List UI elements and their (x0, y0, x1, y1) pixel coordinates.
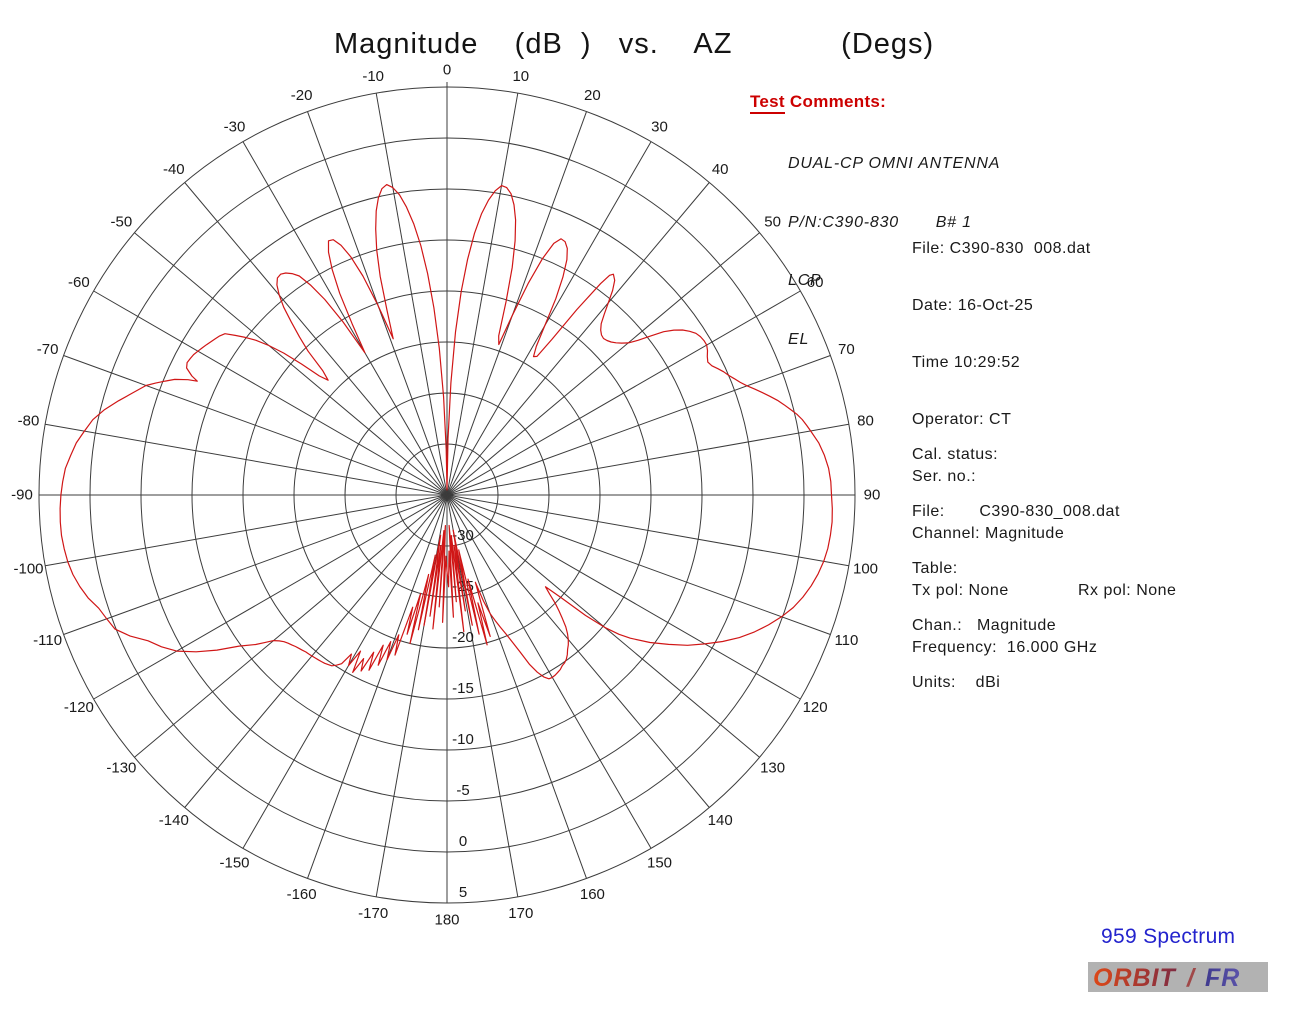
svg-text:-10: -10 (362, 68, 384, 85)
info-line-serial: Ser. no.: (912, 468, 977, 485)
test-comment-line: P/N:C390-830 B# 1 (788, 213, 972, 231)
cal-line-units: Units: dBi (912, 674, 1001, 691)
svg-text:30: 30 (651, 118, 668, 135)
logo-orbit: ORBIT (1093, 964, 1178, 992)
test-comments-underline: Test (750, 92, 785, 114)
page-title: Magnitude (dB ) vs. AZ (Degs) (334, 28, 935, 60)
cal-line-table: Table: (912, 560, 958, 577)
radial-labels: -30-25-20-15-10-505 (452, 527, 474, 901)
svg-text:10: 10 (512, 68, 529, 85)
svg-text:130: 130 (760, 760, 785, 777)
polar-grid (38, 82, 856, 904)
svg-text:5: 5 (459, 884, 467, 901)
info-line-frequency: Frequency: 16.000 GHz (912, 639, 1098, 656)
svg-text:180: 180 (434, 912, 459, 929)
svg-text:-5: -5 (456, 782, 469, 799)
svg-text:0: 0 (443, 62, 451, 79)
orbit-fr-logo: ORBIT / FR (1088, 962, 1268, 992)
svg-text:160: 160 (580, 886, 605, 903)
test-comment-line: LCP (788, 272, 822, 289)
svg-text:-20: -20 (291, 87, 313, 104)
svg-text:-30: -30 (452, 527, 474, 544)
cal-line-channel: Chan.: Magnitude (912, 617, 1057, 634)
svg-text:-120: -120 (64, 699, 94, 716)
test-comment-line: DUAL-CP OMNI ANTENNA (788, 155, 1001, 172)
product-name: 959 Spectrum (1101, 925, 1236, 948)
svg-text:-10: -10 (452, 731, 474, 748)
svg-text:100: 100 (853, 560, 878, 577)
svg-text:170: 170 (508, 905, 533, 922)
info-line-operator: Operator: CT (912, 411, 1012, 428)
test-comments-heading-rest: Comments: (784, 92, 887, 111)
measurement-info: File: C390-830 008.dat Date: 16-Oct-25 T… (912, 201, 1176, 695)
svg-text:-170: -170 (358, 905, 388, 922)
cal-line-status: Cal. status: (912, 446, 999, 463)
svg-text:-80: -80 (18, 413, 40, 430)
svg-text:-140: -140 (159, 812, 189, 829)
angle-labels: -170-160-150-140-130-120-110-100-90-80-7… (11, 62, 880, 929)
svg-text:-110: -110 (33, 632, 62, 649)
pattern-trace (59, 184, 833, 680)
logo-fr: FR (1205, 964, 1240, 992)
svg-text:0: 0 (459, 833, 467, 850)
svg-text:150: 150 (647, 855, 672, 872)
cal-status: Cal. status: File: C390-830_008.dat Tabl… (912, 407, 1120, 730)
svg-text:-150: -150 (219, 855, 249, 872)
svg-text:110: 110 (834, 632, 858, 649)
orbit-fr-logo-text: ORBIT / FR (1093, 964, 1240, 992)
svg-text:-40: -40 (163, 161, 185, 178)
info-line-polarization: Tx pol: None Rx pol: None (912, 582, 1177, 599)
svg-text:-130: -130 (106, 760, 136, 777)
svg-text:-100: -100 (13, 560, 43, 577)
test-comment-line: EL (788, 330, 810, 348)
svg-text:-90: -90 (11, 487, 33, 504)
info-line-channel: Channel: Magnitude (912, 525, 1065, 542)
svg-text:70: 70 (838, 341, 855, 358)
info-line-time: Time 10:29:52 (912, 354, 1021, 371)
svg-text:-30: -30 (224, 118, 246, 135)
svg-text:-15: -15 (452, 680, 474, 697)
svg-text:20: 20 (584, 87, 601, 104)
svg-text:90: 90 (864, 487, 881, 504)
svg-text:-50: -50 (111, 213, 133, 230)
test-comments: Test Comments: DUAL-CP OMNI ANTENNA P/N:… (750, 92, 1000, 388)
cal-line-file: File: C390-830_008.dat (912, 503, 1120, 520)
svg-text:40: 40 (712, 161, 729, 178)
test-comments-heading: Test Comments: (750, 92, 1000, 114)
svg-text:-20: -20 (452, 629, 474, 646)
logo-slash: / (1186, 964, 1197, 992)
svg-text:120: 120 (803, 699, 828, 716)
svg-text:-160: -160 (287, 886, 317, 903)
svg-text:-70: -70 (37, 341, 59, 358)
svg-text:50: 50 (764, 213, 781, 230)
test-comments-body: DUAL-CP OMNI ANTENNA P/N:C390-830 B# 1 L… (788, 115, 1000, 388)
svg-text:80: 80 (857, 413, 874, 430)
info-line-file: File: C390-830 008.dat (912, 240, 1091, 257)
info-line-date: Date: 16-Oct-25 (912, 297, 1034, 314)
svg-text:60: 60 (807, 274, 824, 291)
svg-text:140: 140 (708, 812, 733, 829)
svg-text:-60: -60 (68, 274, 90, 291)
